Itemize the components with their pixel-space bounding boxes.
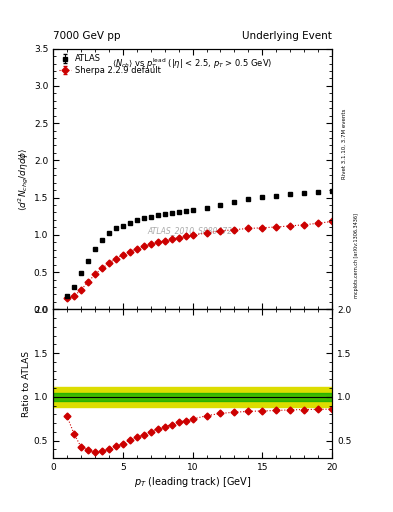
Text: Rivet 3.1.10, 3.7M events: Rivet 3.1.10, 3.7M events: [342, 108, 347, 179]
Text: $\langle N_{ch}\rangle$ vs $p_T^{\rm lead}$ ($|\eta|$ < 2.5, $p_T$ > 0.5 GeV): $\langle N_{ch}\rangle$ vs $p_T^{\rm lea…: [112, 56, 273, 71]
Text: Underlying Event: Underlying Event: [242, 31, 332, 41]
Y-axis label: $\langle d^2 N_{chg}/d\eta d\phi \rangle$: $\langle d^2 N_{chg}/d\eta d\phi \rangle…: [17, 147, 31, 210]
X-axis label: $p_T$ (leading track) [GeV]: $p_T$ (leading track) [GeV]: [134, 475, 251, 489]
Text: 7000 GeV pp: 7000 GeV pp: [53, 31, 121, 41]
Legend: ATLAS, Sherpa 2.2.9 default: ATLAS, Sherpa 2.2.9 default: [57, 53, 162, 77]
Text: mcplots.cern.ch [arXiv:1306.3436]: mcplots.cern.ch [arXiv:1306.3436]: [354, 214, 359, 298]
Y-axis label: Ratio to ATLAS: Ratio to ATLAS: [22, 351, 31, 417]
Text: ATLAS_2010_S8894728: ATLAS_2010_S8894728: [147, 227, 238, 236]
